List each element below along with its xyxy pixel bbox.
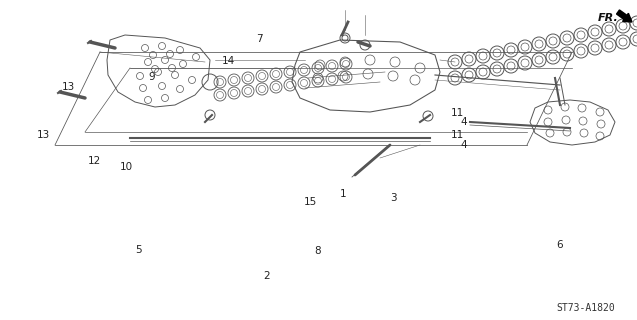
Text: FR.: FR. <box>598 13 619 23</box>
Text: 11: 11 <box>451 108 464 118</box>
Text: 5: 5 <box>136 245 142 255</box>
Text: 2: 2 <box>263 271 269 281</box>
Text: 6: 6 <box>556 240 562 250</box>
Text: 13: 13 <box>37 130 50 140</box>
Text: 4: 4 <box>461 140 467 150</box>
Text: 4: 4 <box>461 117 467 127</box>
Text: ST73-A1820: ST73-A1820 <box>556 303 615 313</box>
Text: 14: 14 <box>222 56 234 67</box>
Text: 11: 11 <box>451 130 464 140</box>
Text: 13: 13 <box>62 82 75 92</box>
Text: 12: 12 <box>88 156 101 166</box>
Text: 8: 8 <box>314 246 320 256</box>
Text: 10: 10 <box>120 162 132 172</box>
Text: 15: 15 <box>304 197 317 207</box>
FancyArrow shape <box>617 10 632 22</box>
Text: 1: 1 <box>340 188 346 199</box>
Text: 7: 7 <box>257 34 263 44</box>
Text: 3: 3 <box>390 193 397 204</box>
Text: 9: 9 <box>148 72 155 83</box>
